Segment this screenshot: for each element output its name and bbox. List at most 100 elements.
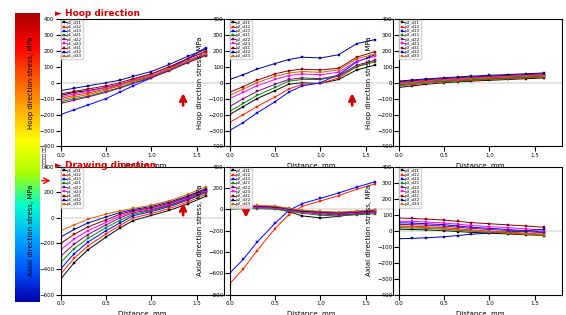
- p3_d13: [409, 221, 415, 225]
- p3_d31: [468, 221, 475, 225]
- p2_d31: [285, 207, 292, 211]
- Line: p1_d13: p1_d13: [59, 191, 207, 270]
- p2_d13: [226, 271, 233, 275]
- p2_d12: [335, 194, 342, 198]
- p3_d21: [395, 226, 402, 229]
- p2_d22: [226, 207, 233, 210]
- p1_d12: [116, 83, 123, 87]
- p2_d12: [317, 199, 324, 203]
- p2_d11: [353, 68, 360, 72]
- p3_d12: [454, 79, 461, 83]
- p2_d23: [226, 206, 233, 210]
- Y-axis label: Hoop direction stress, MPa: Hoop direction stress, MPa: [196, 37, 203, 129]
- p3_d33: [541, 74, 547, 77]
- p2_d33: [299, 208, 306, 212]
- p3_d23: [486, 75, 493, 79]
- p3_d33: [522, 75, 529, 78]
- p1_d23: [203, 189, 209, 192]
- p3_d12: [441, 226, 448, 229]
- p2_d21: [353, 65, 360, 69]
- p3_d31: [486, 222, 493, 226]
- p3_d23: [409, 80, 415, 83]
- p3_d11: [422, 228, 429, 232]
- p3_d13: [522, 75, 529, 79]
- p3_d12: [441, 80, 448, 84]
- p1_d32: [84, 84, 91, 88]
- p3_d13: [441, 79, 448, 83]
- p2_d13: [254, 241, 260, 244]
- p1_d32: [102, 215, 109, 219]
- p3_d31: [409, 79, 415, 83]
- p3_d13: [522, 229, 529, 232]
- p1_d23: [71, 237, 78, 241]
- p3_d33: [468, 229, 475, 232]
- Legend: p1_d11, p1_d12, p1_d13, p1_d21, p1_d22, p1_d23, p1_d31, p1_d32, p1_d33: p1_d11, p1_d12, p1_d13, p1_d21, p1_d22, …: [61, 20, 83, 60]
- p2_d32: [226, 205, 233, 209]
- p1_d12: [102, 87, 109, 91]
- p2_d31: [272, 205, 278, 209]
- p2_d32: [285, 207, 292, 211]
- X-axis label: Distance, mm: Distance, mm: [118, 311, 166, 315]
- p1_d13: [185, 198, 191, 202]
- Line: p1_d23: p1_d23: [59, 189, 207, 251]
- p1_d32: [166, 200, 173, 204]
- p1_d23: [185, 59, 191, 62]
- p3_d12: [541, 232, 547, 236]
- p2_d31: [226, 205, 233, 209]
- p3_d21: [454, 228, 461, 232]
- p2_d23: [317, 211, 324, 215]
- p3_d22: [541, 231, 547, 235]
- p1_d12: [130, 216, 136, 220]
- p3_d11: [441, 229, 448, 232]
- p1_d11: [130, 219, 136, 222]
- p2_d23: [299, 210, 306, 214]
- p1_d21: [102, 226, 109, 229]
- p3_d12: [486, 229, 493, 233]
- p3_d31: [454, 76, 461, 80]
- p1_d33: [102, 212, 109, 216]
- p2_d33: [272, 74, 278, 78]
- p2_d33: [226, 94, 233, 97]
- p2_d21: [254, 94, 260, 97]
- p2_d21: [240, 207, 247, 210]
- p2_d33: [254, 81, 260, 84]
- Text: ► Drawing direction: ► Drawing direction: [55, 161, 157, 170]
- Line: p2_d32: p2_d32: [228, 38, 376, 81]
- X-axis label: Distance, mm: Distance, mm: [118, 163, 166, 169]
- p3_d32: [504, 230, 511, 234]
- p1_d31: [148, 72, 155, 76]
- p3_d13: [395, 83, 402, 86]
- Legend: p1_d11, p1_d12, p1_d13, p1_d21, p1_d22, p1_d23, p1_d31, p1_d32, p1_d33: p1_d11, p1_d12, p1_d13, p1_d21, p1_d22, …: [61, 168, 83, 208]
- p1_d21: [203, 190, 209, 194]
- p1_d32: [148, 205, 155, 209]
- p1_d12: [185, 57, 191, 61]
- p1_d21: [148, 209, 155, 213]
- p3_d22: [522, 74, 529, 78]
- p3_d22: [541, 73, 547, 77]
- p1_d23: [130, 210, 136, 214]
- p2_d33: [335, 210, 342, 214]
- p1_d22: [130, 82, 136, 85]
- p1_d12: [57, 97, 64, 100]
- p3_d33: [395, 225, 402, 229]
- p1_d13: [130, 84, 136, 88]
- p1_d12: [166, 65, 173, 69]
- p3_d22: [409, 80, 415, 84]
- p3_d33: [522, 232, 529, 236]
- p1_d33: [203, 185, 209, 189]
- p2_d21: [285, 209, 292, 213]
- p2_d31: [254, 78, 260, 82]
- X-axis label: Distance, mm: Distance, mm: [287, 163, 336, 169]
- Line: p3_d12: p3_d12: [397, 76, 545, 87]
- p3_d13: [541, 230, 547, 234]
- p3_d33: [441, 226, 448, 230]
- p1_d13: [71, 108, 78, 112]
- p2_d31: [317, 210, 324, 214]
- p1_d31: [57, 242, 64, 245]
- p2_d21: [371, 212, 378, 215]
- p2_d32: [299, 55, 306, 59]
- p2_d32: [272, 62, 278, 66]
- p3_d21: [441, 79, 448, 83]
- p1_d22: [203, 189, 209, 193]
- p1_d31: [57, 92, 64, 96]
